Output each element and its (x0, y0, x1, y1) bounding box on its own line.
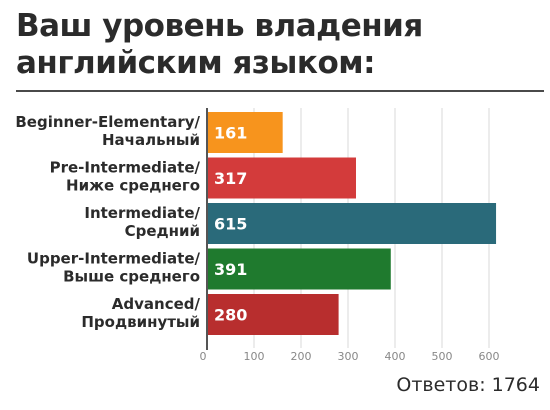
x-tick-label-2: 200 (291, 350, 312, 363)
bar-4 (207, 294, 339, 335)
category-label-2-0: Intermediate/ (84, 204, 200, 222)
x-tick-label-1: 100 (244, 350, 265, 363)
responses-count: Ответов: 1764 (396, 374, 540, 396)
title-line-1: Ваш уровень владения (16, 8, 423, 44)
title-underline (16, 90, 544, 92)
bar-value-label-0: 161 (214, 124, 247, 143)
category-label-1-0: Pre-Intermediate/ (50, 159, 201, 177)
bar-2 (207, 203, 497, 244)
category-label-3-0: Upper-Intermediate/ (27, 250, 201, 268)
category-label-4-0: Advanced/ (112, 295, 201, 313)
bar-value-label-4: 280 (214, 306, 247, 325)
category-label-0-0: Beginner-Elementary/ (15, 113, 200, 131)
category-label-2-1: Средний (125, 222, 200, 240)
bar-0 (207, 112, 283, 153)
category-label-3-1: Выше среднего (63, 268, 200, 286)
x-tick-label-4: 400 (385, 350, 406, 363)
x-tick-label-5: 500 (432, 350, 453, 363)
bar-value-label-2: 615 (214, 215, 247, 234)
x-tick-label-0: 0 (200, 350, 207, 363)
category-label-1-1: Ниже среднего (66, 177, 200, 195)
chart-title: Ваш уровень владения английским языком: (16, 8, 536, 82)
title-line-2: английским языком: (16, 45, 375, 81)
x-tick-label-6: 600 (479, 350, 500, 363)
category-label-4-1: Продвинутый (81, 313, 200, 331)
bar-3 (207, 248, 391, 290)
bar-value-label-1: 317 (214, 169, 247, 188)
bar-1 (207, 157, 356, 199)
bar-value-label-3: 391 (214, 260, 247, 279)
x-tick-label-3: 300 (338, 350, 359, 363)
category-label-0-1: Начальный (102, 131, 200, 149)
